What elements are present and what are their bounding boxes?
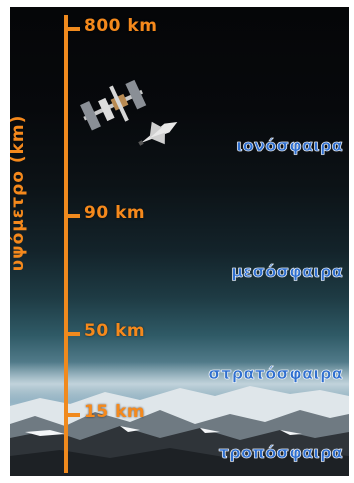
layer-label-mesosphere: μεσόσφαιρα bbox=[231, 262, 343, 282]
mountain-range bbox=[10, 386, 349, 476]
tick-mark bbox=[68, 413, 80, 417]
altitude-axis-line bbox=[64, 15, 68, 473]
tick-label: 15 km bbox=[84, 402, 146, 422]
tick-label: 50 km bbox=[84, 321, 146, 341]
axis-title-text: υψόμετρο (km) bbox=[10, 114, 28, 272]
layer-label-stratosphere: στρατόσφαιρα bbox=[208, 364, 343, 384]
tick-label: 800 km bbox=[84, 16, 158, 36]
tick-mark bbox=[68, 27, 80, 31]
layer-label-ionosphere: ιονόσφαιρα bbox=[236, 136, 343, 156]
space-shuttle-icon bbox=[138, 121, 178, 146]
tick-mark bbox=[68, 214, 80, 218]
tick-label: 90 km bbox=[84, 203, 146, 223]
atmosphere-diagram: 800 km 90 km 50 km 15 km υψόμετρο (km) ι… bbox=[10, 7, 349, 476]
tick-mark bbox=[68, 332, 80, 336]
layer-label-troposphere: τροπόσφαιρα bbox=[218, 443, 343, 463]
space-station-icon bbox=[80, 79, 147, 131]
